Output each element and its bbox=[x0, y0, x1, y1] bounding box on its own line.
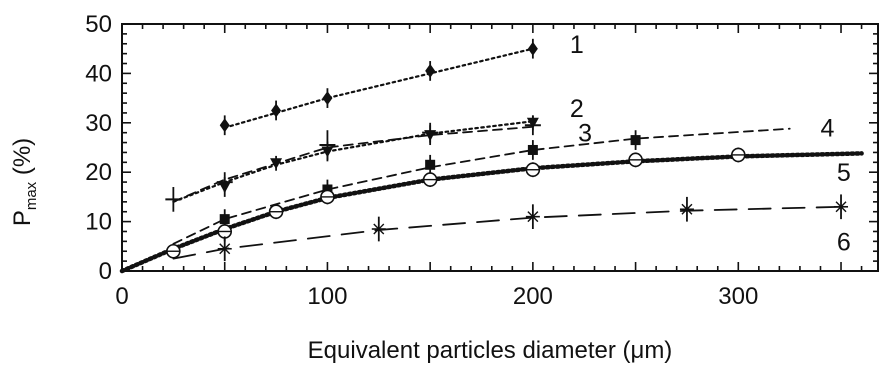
axis-ticks bbox=[121, 23, 878, 272]
series-labels: 1 23 45 6 bbox=[570, 31, 851, 257]
y-tick-label: 10 bbox=[85, 209, 112, 236]
data-point-diag bbox=[681, 203, 693, 215]
data-point bbox=[630, 135, 641, 146]
tick-labels: 0 100 200 300 0 10 20 30 40 50 bbox=[85, 11, 758, 310]
series-line-1 bbox=[223, 47, 534, 129]
y-tick-label: 50 bbox=[85, 11, 112, 38]
series-6 bbox=[172, 194, 849, 262]
series-label-5: 5 bbox=[837, 159, 851, 187]
series-line-2 bbox=[172, 120, 534, 203]
series-line-3 bbox=[172, 125, 534, 203]
y-axis-title: Pmax (%) bbox=[9, 138, 40, 226]
data-point bbox=[219, 214, 230, 225]
x-axis-title: Equivalent particles diameter (μm) bbox=[308, 337, 673, 364]
series-4 bbox=[172, 127, 791, 245]
series-label-6: 6 bbox=[837, 228, 851, 256]
data-point bbox=[527, 144, 538, 155]
data-point-diag bbox=[835, 201, 847, 213]
data-point bbox=[219, 118, 230, 133]
x-tick-label: 0 bbox=[115, 283, 128, 310]
y-tick-label: 40 bbox=[85, 60, 112, 87]
series-label-3: 3 bbox=[578, 120, 592, 148]
series-1 bbox=[219, 38, 538, 136]
series-5 bbox=[119, 147, 864, 274]
series-line-4 bbox=[172, 127, 791, 245]
y-tick-label: 0 bbox=[99, 258, 112, 285]
x-tick-label: 200 bbox=[513, 283, 553, 310]
data-point bbox=[425, 63, 436, 78]
x-tick-label: 300 bbox=[718, 283, 758, 310]
series-label-4: 4 bbox=[820, 115, 834, 143]
data-point-diag bbox=[219, 243, 231, 255]
data-point bbox=[527, 41, 538, 56]
series-line-5 bbox=[119, 151, 864, 274]
series-label-2: 2 bbox=[570, 95, 584, 123]
plot-border bbox=[121, 23, 879, 272]
y-tick-label: 30 bbox=[85, 110, 112, 137]
data-point bbox=[271, 103, 282, 118]
data-point-diag bbox=[527, 211, 539, 223]
y-tick-label: 20 bbox=[85, 159, 112, 186]
data-point bbox=[322, 91, 333, 106]
data-point-diag bbox=[373, 223, 385, 235]
plot-frame bbox=[121, 23, 879, 272]
series-group bbox=[119, 38, 864, 274]
series-3 bbox=[165, 115, 541, 212]
data-point bbox=[425, 159, 436, 170]
series-line-6 bbox=[172, 205, 842, 260]
series-label-1: 1 bbox=[570, 31, 584, 59]
x-tick-label: 100 bbox=[307, 283, 347, 310]
